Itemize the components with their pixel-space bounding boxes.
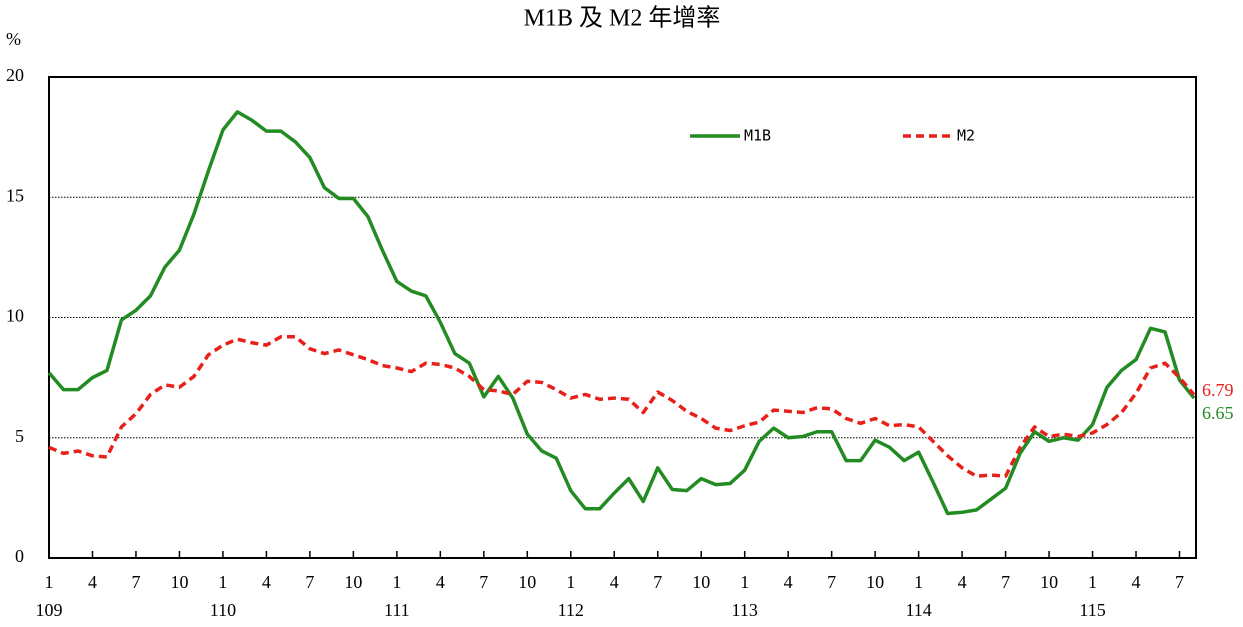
x-tick-label: 7 xyxy=(305,572,314,592)
legend-label: M1B xyxy=(744,127,771,145)
x-tick-label: 4 xyxy=(1132,572,1141,592)
y-tick-label: 15 xyxy=(6,185,24,205)
plot-frame xyxy=(48,76,1197,559)
x-group-label: 113 xyxy=(732,600,758,620)
x-tick-label: 1 xyxy=(392,572,401,592)
x-group-label: 110 xyxy=(210,600,236,620)
x-tick-label: 7 xyxy=(653,572,662,592)
x-group-label: 111 xyxy=(384,600,410,620)
x-tick-label: 1 xyxy=(566,572,575,592)
x-tick-label: 7 xyxy=(827,572,836,592)
x-tick-label: 10 xyxy=(866,572,884,592)
x-group-label: 112 xyxy=(558,600,584,620)
x-tick-label: 7 xyxy=(1175,572,1184,592)
y-tick-label: 5 xyxy=(15,426,24,446)
x-tick-label: 1 xyxy=(1088,572,1097,592)
x-tick-label: 10 xyxy=(170,572,188,592)
end-value-label: 6.79 xyxy=(1202,380,1234,400)
x-tick-label: 4 xyxy=(436,572,445,592)
series-line xyxy=(47,110,1196,516)
x-tick-label: 10 xyxy=(344,572,362,592)
x-tick-label: 10 xyxy=(692,572,710,592)
x-tick-label: 7 xyxy=(1001,572,1010,592)
y-tick-label: 0 xyxy=(15,546,24,566)
x-tick-label: 4 xyxy=(88,572,97,592)
x-tick-label: 4 xyxy=(958,572,967,592)
x-tick-label: 1 xyxy=(740,572,749,592)
x-tick-label: 10 xyxy=(518,572,536,592)
x-tick-label: 4 xyxy=(610,572,619,592)
series-line xyxy=(48,334,1196,478)
x-group-label: 114 xyxy=(905,600,931,620)
y-axis-label: % xyxy=(6,29,21,49)
x-tick-label: 4 xyxy=(784,572,793,592)
x-tick-label: 4 xyxy=(262,572,271,592)
x-tick-label: 1 xyxy=(914,572,923,592)
x-tick-label: 1 xyxy=(218,572,227,592)
chart-title: M1B 及 M2 年增率 xyxy=(524,5,721,32)
end-value-label: 6.65 xyxy=(1202,403,1234,423)
y-tick-label: 20 xyxy=(6,65,24,85)
y-tick-label: 10 xyxy=(6,306,24,326)
x-group-label: 115 xyxy=(1079,600,1105,620)
x-tick-label: 10 xyxy=(1040,572,1058,592)
x-tick-label: 7 xyxy=(479,572,488,592)
x-group-label: 109 xyxy=(36,600,63,620)
x-tick-label: 1 xyxy=(45,572,54,592)
x-tick-label: 7 xyxy=(131,572,140,592)
legend-label: M2 xyxy=(957,127,975,145)
